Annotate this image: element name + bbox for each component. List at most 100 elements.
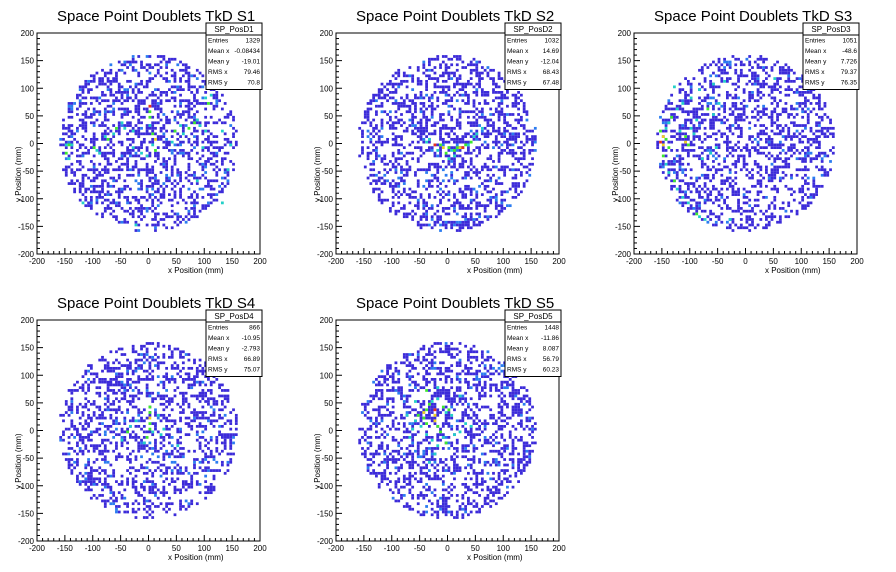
heatmap-cell [165, 372, 169, 376]
heatmap-cell [506, 151, 509, 155]
heatmap-cell [123, 391, 127, 395]
heatmap-cell [511, 151, 515, 155]
heatmap-cell [425, 118, 428, 122]
heatmap-cell [433, 124, 437, 127]
heatmap-cell [419, 91, 423, 94]
heatmap-cell [168, 143, 171, 147]
heatmap-cell [131, 137, 135, 141]
heatmap-cell [120, 482, 124, 486]
heatmap-cell [670, 102, 674, 105]
heatmap-cell [453, 82, 456, 86]
heatmap-cell [737, 113, 740, 116]
heatmap-cell [148, 77, 152, 80]
heatmap-cell [128, 168, 132, 172]
heatmap-cell [70, 405, 74, 409]
heatmap-cell [366, 151, 370, 155]
heatmap-cell [204, 102, 208, 105]
heatmap-cell [101, 151, 104, 155]
heatmap-cell [117, 510, 121, 514]
heatmap-cell [419, 215, 423, 219]
heatmap-cell [366, 107, 370, 111]
heatmap-cell [76, 107, 79, 111]
heatmap-cell [128, 60, 132, 64]
heatmap-cell [215, 93, 219, 97]
heatmap-cell [447, 132, 451, 136]
heatmap-cell [81, 480, 85, 483]
heatmap-cell [820, 107, 824, 111]
heatmap-cell [159, 491, 163, 495]
heatmap-cell [148, 488, 152, 492]
heatmap-cell [522, 149, 526, 152]
heatmap-cell [826, 135, 830, 138]
heatmap-cell [212, 179, 216, 183]
heatmap-cell [820, 157, 824, 161]
heatmap-cell [762, 60, 766, 64]
heatmap-cell [723, 198, 726, 202]
heatmap-cell [441, 113, 445, 116]
heatmap-cell [190, 157, 194, 161]
heatmap-cell [92, 378, 96, 381]
heatmap-cell [706, 154, 710, 158]
heatmap-cell [826, 154, 830, 158]
heatmap-cell [453, 179, 456, 183]
heatmap-cell [123, 510, 127, 514]
heatmap-cell [112, 419, 116, 423]
heatmap-cell [458, 207, 462, 210]
heatmap-cell [678, 124, 682, 127]
heatmap-cell [480, 93, 484, 97]
heatmap-cell [131, 173, 135, 177]
heatmap-cell [792, 198, 796, 202]
heatmap-cell [165, 137, 169, 141]
heatmap-cell [89, 477, 93, 481]
heatmap-cell [156, 154, 160, 158]
heatmap-cell [458, 124, 462, 127]
heatmap-cell [739, 168, 743, 172]
heatmap-cell [503, 207, 507, 210]
heatmap-cell [444, 223, 448, 227]
heatmap-cell [87, 477, 90, 481]
heatmap-cell [681, 107, 685, 111]
heatmap-cell [101, 488, 104, 492]
heatmap-cell [123, 184, 127, 188]
stats-key: Mean x [805, 48, 827, 55]
heatmap-cell [812, 140, 816, 144]
heatmap-cell [165, 63, 169, 67]
heatmap-cell [78, 88, 82, 92]
heatmap-cell [62, 438, 65, 442]
heatmap-cell [700, 107, 704, 111]
heatmap-cell [112, 408, 116, 412]
heatmap-cell [145, 85, 149, 89]
heatmap-cell [686, 137, 690, 141]
heatmap-cell [109, 463, 113, 467]
heatmap-cell [101, 124, 104, 127]
heatmap-cell [773, 77, 777, 80]
heatmap-cell [190, 201, 194, 205]
heatmap-cell [673, 107, 676, 111]
heatmap-cell [128, 63, 132, 67]
heatmap-cell [103, 358, 107, 362]
heatmap-cell [67, 140, 71, 144]
heatmap-cell [62, 124, 65, 127]
heatmap-cell [215, 140, 219, 144]
heatmap-cell [165, 162, 169, 166]
heatmap-cell [78, 433, 82, 437]
heatmap-cell [467, 110, 470, 114]
heatmap-cell [439, 193, 442, 196]
heatmap-cell [170, 477, 174, 481]
heatmap-cell [190, 173, 194, 177]
heatmap-cell [372, 179, 376, 183]
heatmap-cell [698, 137, 701, 141]
heatmap-cell [168, 413, 171, 417]
heatmap-cell [804, 154, 807, 158]
heatmap-cell [151, 209, 155, 213]
heatmap-cell [103, 129, 107, 133]
heatmap-cell [503, 168, 507, 172]
heatmap-cell [361, 129, 364, 133]
heatmap-cell [433, 57, 437, 61]
heatmap-cell [684, 102, 687, 105]
heatmap-cell [215, 121, 219, 125]
heatmap-cell [427, 195, 431, 199]
heatmap-cell [137, 209, 141, 213]
heatmap-cell [187, 66, 191, 69]
heatmap-cell [137, 99, 141, 103]
